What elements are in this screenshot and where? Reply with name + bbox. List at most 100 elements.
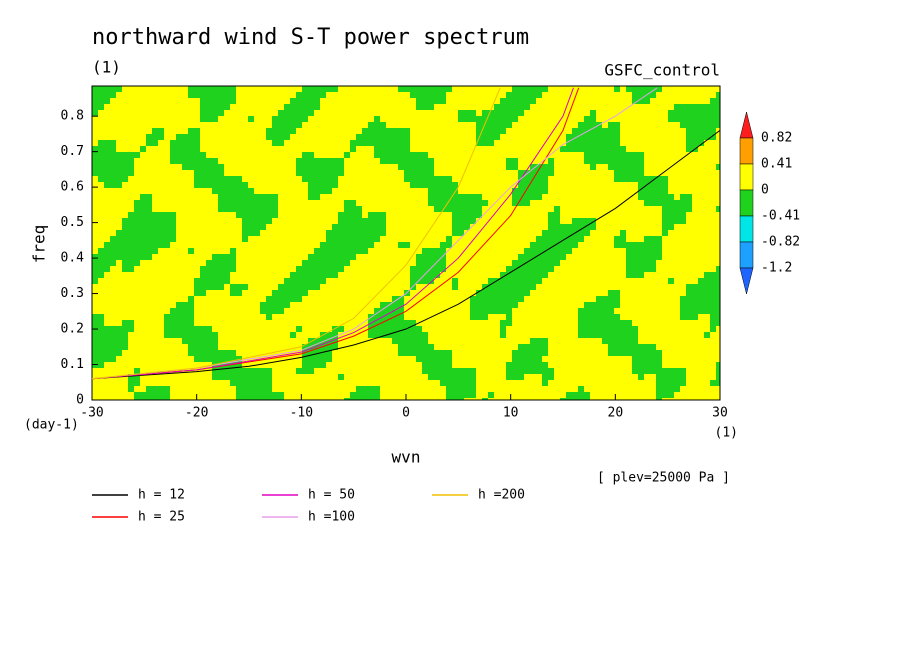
- field-cell: [272, 302, 278, 308]
- field-cell: [686, 122, 692, 128]
- field-cell: [260, 386, 266, 392]
- field-cell: [338, 158, 344, 164]
- field-cell: [212, 188, 218, 194]
- field-cell: [110, 236, 116, 242]
- field-cell: [140, 392, 146, 398]
- field-cell: [218, 92, 224, 98]
- field-cell: [536, 176, 542, 182]
- field-cell: [296, 284, 302, 290]
- field-cell: [638, 164, 644, 170]
- field-cell: [482, 128, 488, 134]
- field-cell: [452, 200, 458, 206]
- field-cell: [638, 86, 644, 92]
- field-cell: [152, 230, 158, 236]
- field-cell: [188, 344, 194, 350]
- field-cell: [650, 200, 656, 206]
- field-cell: [218, 374, 224, 380]
- field-cell: [308, 110, 314, 116]
- field-cell: [230, 290, 236, 296]
- field-cell: [680, 308, 686, 314]
- field-cell: [602, 128, 608, 134]
- field-cell: [146, 200, 152, 206]
- field-cell: [380, 128, 386, 134]
- field-cell: [710, 110, 716, 116]
- field-cell: [578, 134, 584, 140]
- field-cell: [92, 98, 98, 104]
- field-cell: [272, 122, 278, 128]
- field-cell: [146, 242, 152, 248]
- field-cell: [212, 104, 218, 110]
- field-cell: [710, 380, 716, 386]
- field-cell: [98, 326, 104, 332]
- field-cell: [554, 218, 560, 224]
- field-cell: [314, 278, 320, 284]
- field-cell: [338, 230, 344, 236]
- field-cell: [212, 284, 218, 290]
- field-cell: [278, 296, 284, 302]
- field-cell: [470, 206, 476, 212]
- field-cell: [170, 146, 176, 152]
- field-cell: [284, 284, 290, 290]
- field-cell: [104, 176, 110, 182]
- field-cell: [620, 152, 626, 158]
- field-cell: [296, 116, 302, 122]
- field-cell: [182, 164, 188, 170]
- field-cell: [422, 92, 428, 98]
- field-cell: [194, 182, 200, 188]
- field-cell: [590, 140, 596, 146]
- field-cell: [716, 266, 720, 272]
- field-cell: [692, 104, 698, 110]
- field-cell: [524, 194, 530, 200]
- field-cell: [314, 260, 320, 266]
- field-cell: [446, 350, 452, 356]
- field-cell: [398, 86, 404, 92]
- field-cell: [128, 386, 134, 392]
- field-cell: [104, 254, 110, 260]
- field-cell: [398, 128, 404, 134]
- field-cell: [206, 170, 212, 176]
- field-cell: [134, 152, 140, 158]
- field-cell: [662, 230, 668, 236]
- field-cell: [326, 338, 332, 344]
- field-cell: [632, 92, 638, 98]
- field-cell: [326, 176, 332, 182]
- field-cell: [218, 368, 224, 374]
- field-cell: [296, 272, 302, 278]
- field-cell: [440, 248, 446, 254]
- field-cell: [638, 152, 644, 158]
- field-cell: [182, 134, 188, 140]
- field-cell: [398, 134, 404, 140]
- field-cell: [632, 248, 638, 254]
- field-cell: [272, 128, 278, 134]
- field-cell: [440, 350, 446, 356]
- field-cell: [236, 182, 242, 188]
- field-cell: [668, 194, 674, 200]
- field-cell: [644, 260, 650, 266]
- field-cell: [110, 338, 116, 344]
- field-cell: [344, 218, 350, 224]
- field-cell: [368, 140, 374, 146]
- field-cell: [620, 350, 626, 356]
- field-cell: [188, 164, 194, 170]
- field-cell: [614, 290, 620, 296]
- field-cell: [122, 260, 128, 266]
- field-cell: [230, 92, 236, 98]
- field-cell: [218, 176, 224, 182]
- field-cell: [530, 350, 536, 356]
- field-cell: [194, 92, 200, 98]
- field-cell: [368, 218, 374, 224]
- field-cell: [614, 170, 620, 176]
- field-cell: [530, 278, 536, 284]
- field-cell: [224, 194, 230, 200]
- field-cell: [536, 266, 542, 272]
- field-cell: [488, 110, 494, 116]
- field-cell: [584, 392, 590, 398]
- field-cell: [206, 92, 212, 98]
- field-cell: [500, 296, 506, 302]
- field-cell: [656, 188, 662, 194]
- field-cell: [350, 236, 356, 242]
- field-cell: [314, 92, 320, 98]
- field-cell: [656, 392, 662, 398]
- field-cell: [116, 242, 122, 248]
- field-cell: [206, 356, 212, 362]
